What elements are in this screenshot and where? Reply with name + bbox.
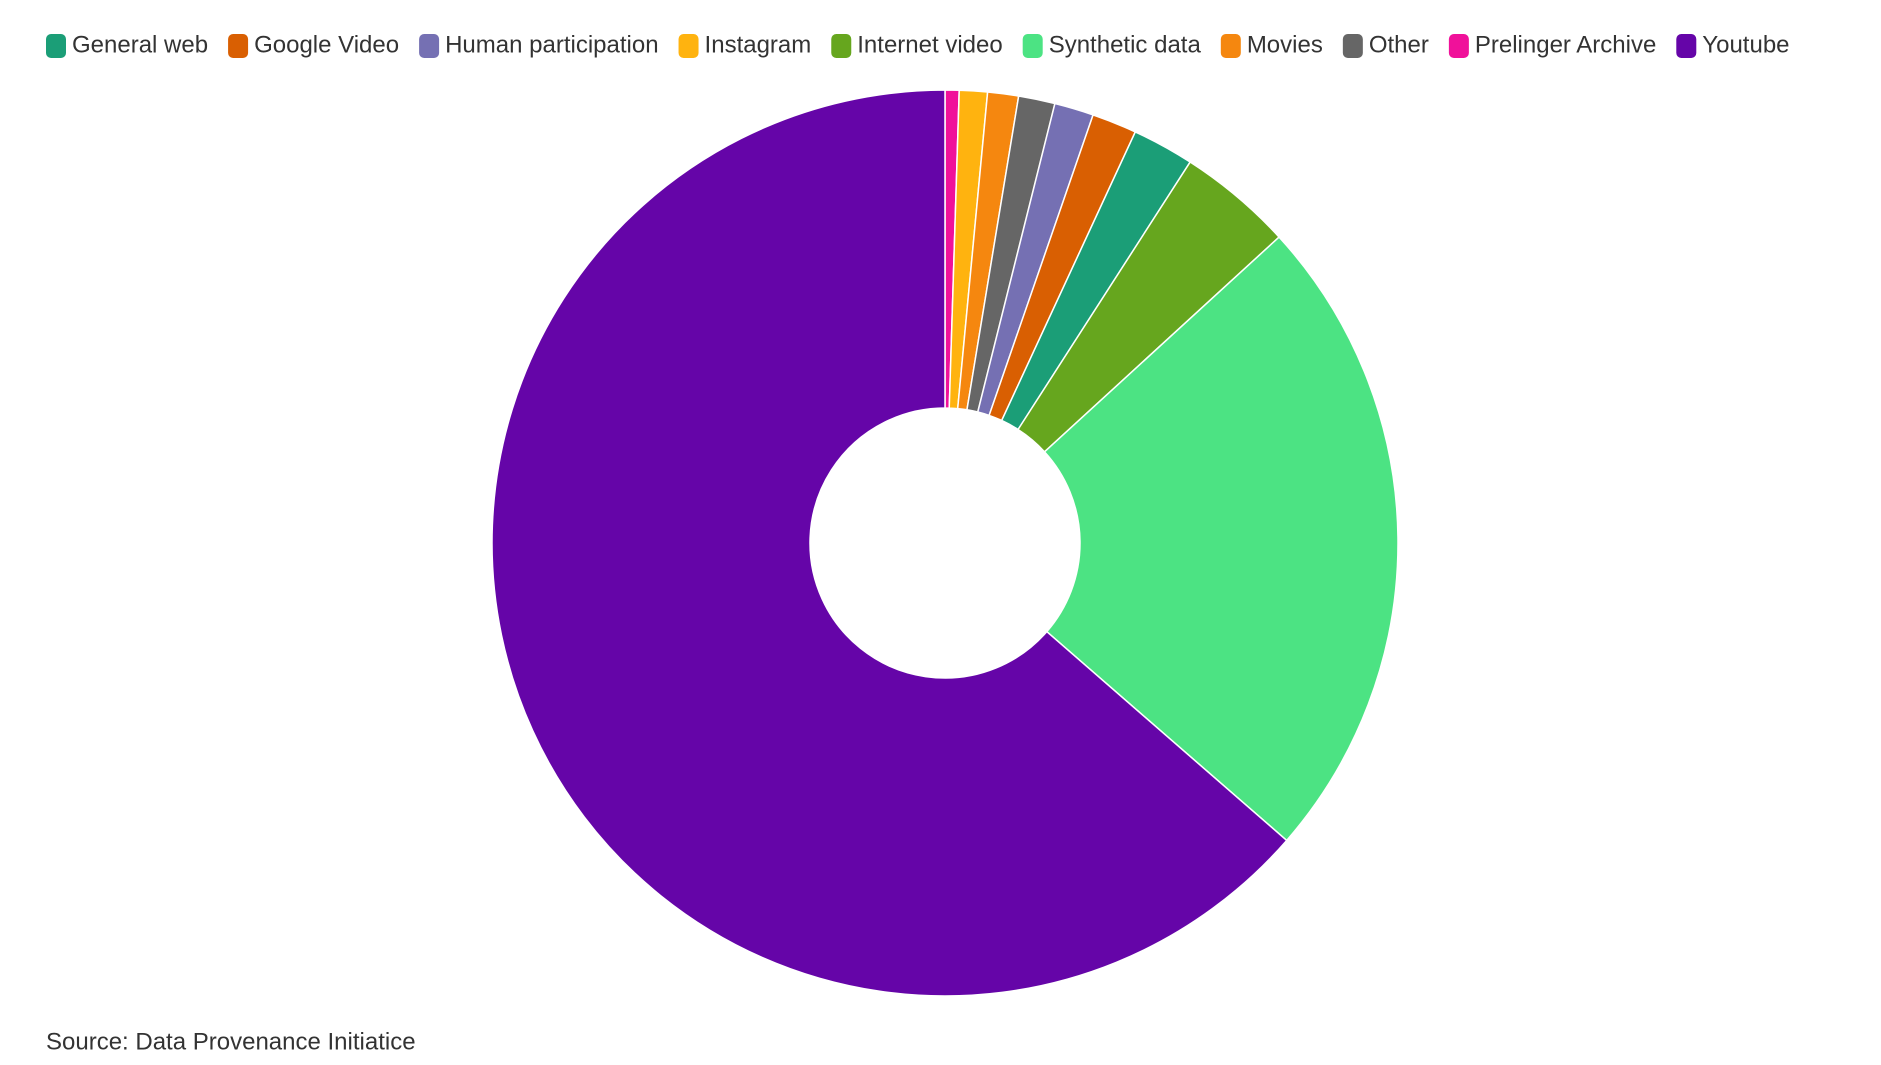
legend-label: Human participation — [445, 31, 658, 58]
legend-swatch — [831, 34, 852, 58]
legend-label: General web — [72, 31, 208, 58]
legend-label: Prelinger Archive — [1475, 31, 1656, 58]
legend-label: Youtube — [1702, 31, 1789, 58]
legend-swatch — [1022, 34, 1043, 58]
legend-label: Synthetic data — [1049, 31, 1202, 58]
donut-slice — [491, 89, 1288, 997]
legend-swatch — [1448, 34, 1469, 58]
source-note: Source: Data Provenance Initiatice — [46, 1028, 416, 1055]
legend-swatch — [46, 34, 66, 58]
legend-label: Other — [1369, 31, 1429, 58]
donut-slice — [1043, 236, 1399, 842]
legend-label: Instagram — [705, 31, 812, 58]
legend-label: Internet video — [857, 31, 1002, 58]
legend-swatch — [1676, 34, 1697, 58]
legend-label: Movies — [1247, 31, 1323, 58]
legend: General web Google Video Human participati… — [46, 31, 1790, 58]
legend-label: Google Video — [254, 31, 399, 58]
legend-swatch — [678, 34, 699, 58]
donut — [491, 89, 1399, 997]
legend-swatch — [1342, 34, 1363, 58]
legend-swatch — [1220, 34, 1241, 58]
legend-swatch — [419, 34, 440, 58]
legend-swatch — [228, 34, 249, 58]
